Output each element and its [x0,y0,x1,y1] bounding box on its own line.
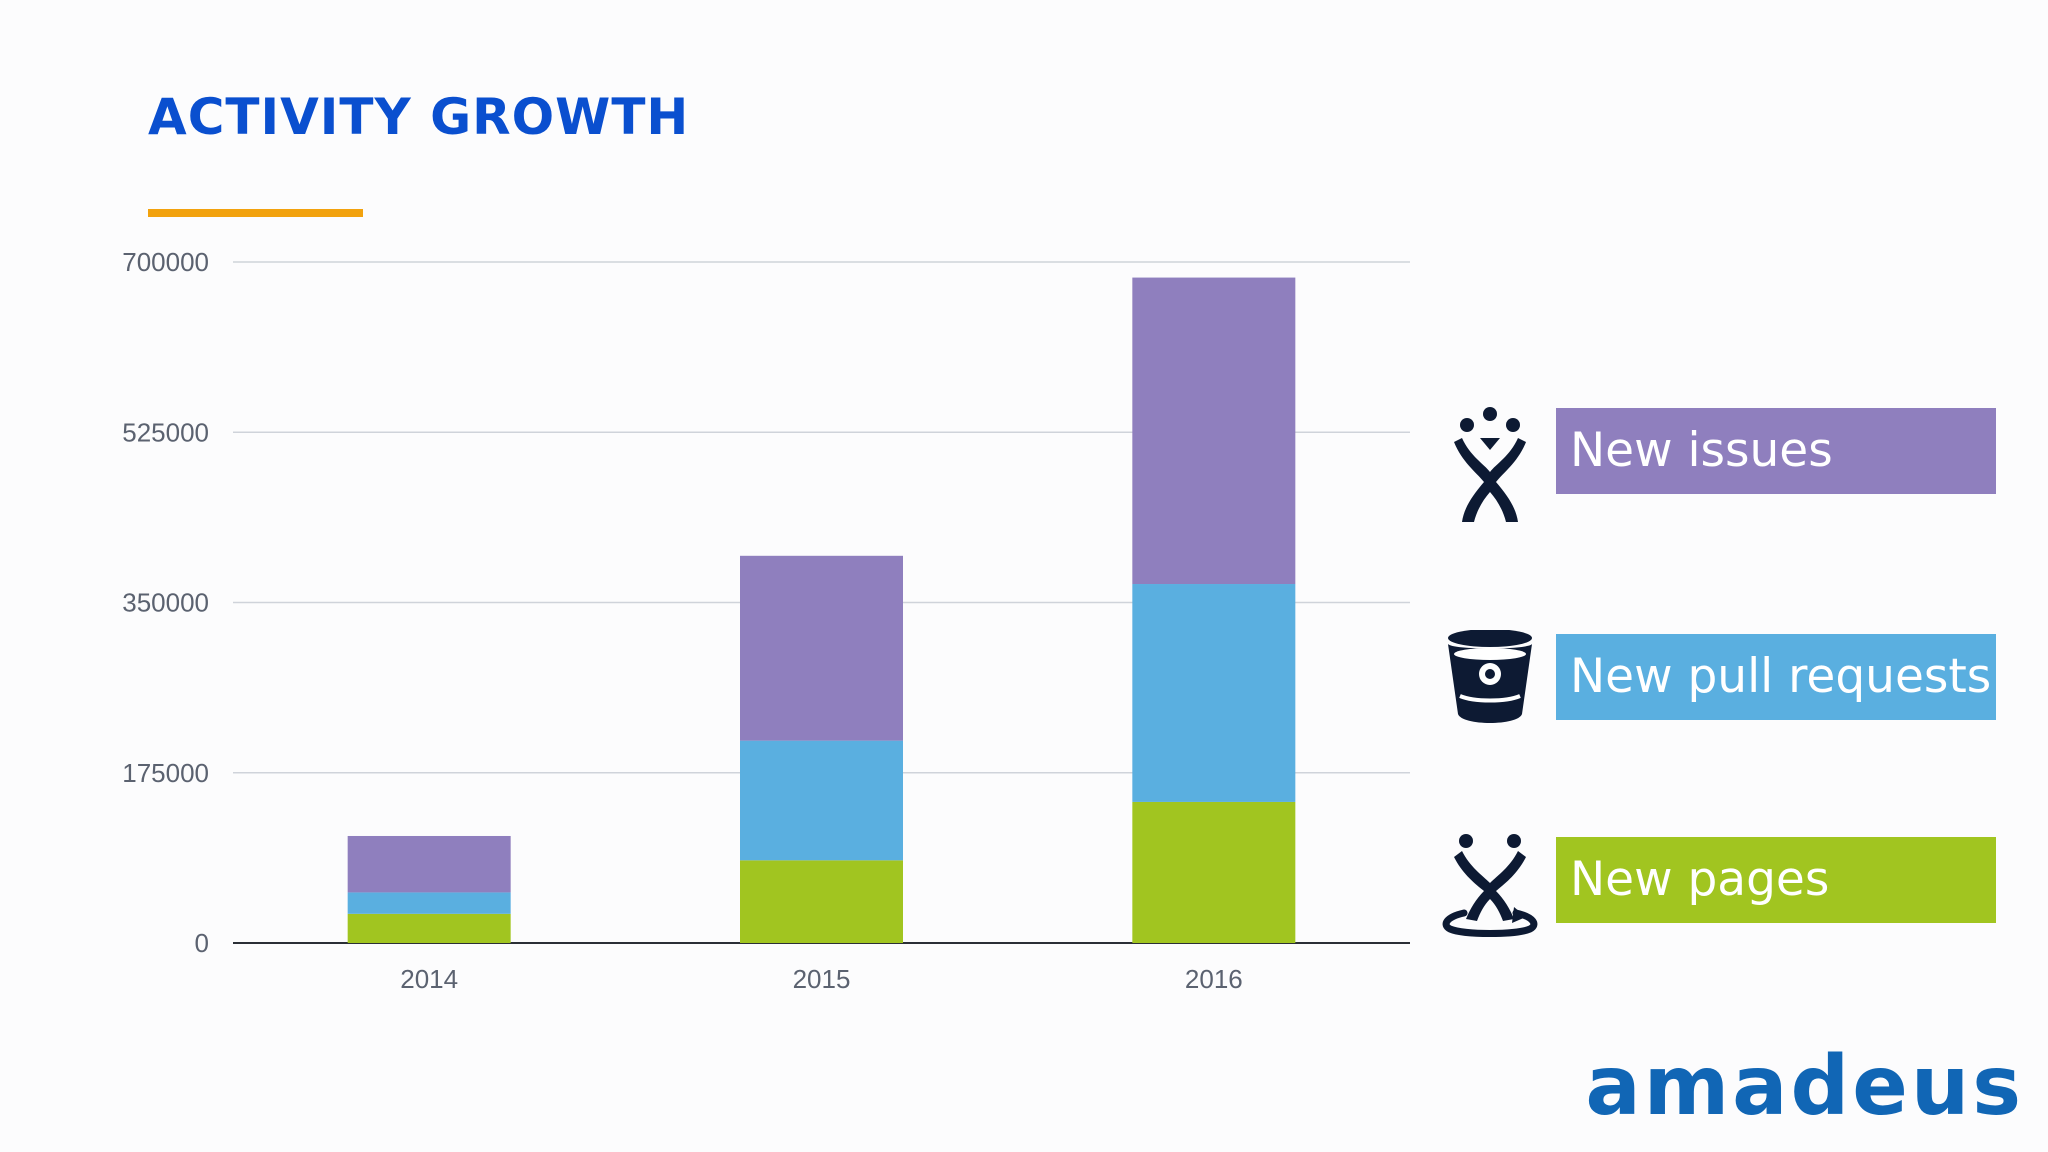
x-tick-label: 2016 [1185,964,1243,994]
bitbucket-icon [1448,630,1532,723]
stacked-bar-chart: 0 175000 350000 525000 700000 2014 2015 2016 [122,247,1410,994]
bar-new-pages-2014 [347,913,511,943]
bar-new-pages-2016 [1132,801,1296,943]
legend-label-new-pull-requests: New pull requests [1556,634,1996,720]
bar-new-pages-2015 [740,860,903,943]
legend-item-new-pages: New pages [1440,833,2000,937]
legend-label-new-pages: New pages [1556,837,1996,923]
y-tick-label: 700000 [122,247,209,277]
y-tick-label: 525000 [122,417,209,447]
y-tick-label: 350000 [122,588,209,618]
bar-new-issues-2014 [347,835,511,893]
bar-new-pull-requests-2014 [347,892,511,914]
legend-item-new-pull-requests: New pull requests [1440,630,2000,723]
y-tick-label: 0 [195,928,209,958]
slide-title: ACTIVITY GROWTH [148,88,690,146]
jira-icon [1454,407,1526,522]
y-tick-label: 175000 [122,758,209,788]
bar-new-issues-2015 [740,555,903,741]
confluence-icon [1442,834,1538,937]
title-underline [148,209,363,217]
amadeus-logo: amadeus [1588,1042,2024,1132]
x-tick-label: 2014 [400,964,458,994]
bar-new-pull-requests-2015 [740,740,903,861]
legend-label-new-issues: New issues [1556,408,1996,494]
x-tick-label: 2015 [793,964,851,994]
legend-item-new-issues: New issues [1440,404,2000,522]
bar-new-issues-2016 [1132,277,1296,585]
amadeus-logo-text: amadeus [1588,1042,2024,1132]
bar-new-pull-requests-2016 [1132,584,1296,802]
